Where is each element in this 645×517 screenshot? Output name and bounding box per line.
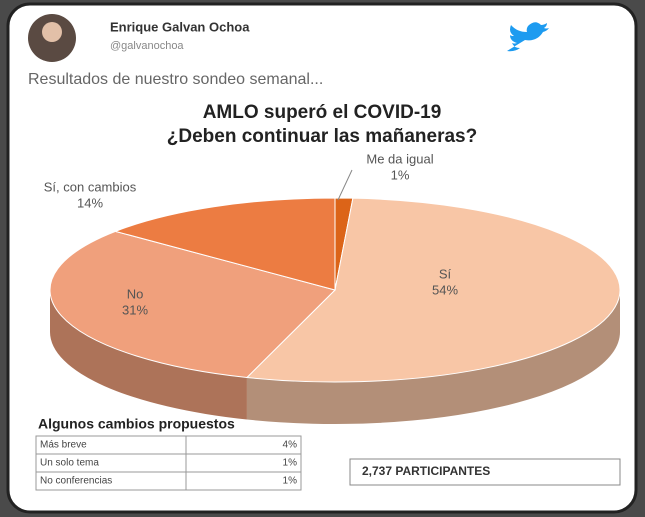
- leader-line: [337, 169, 353, 201]
- slice-label: Me da igual: [366, 151, 433, 166]
- slice-value-label: 1%: [391, 167, 410, 182]
- slice-value-label: 31%: [122, 302, 148, 317]
- participants: 2,737 PARTICIPANTES: [362, 464, 490, 478]
- slice-label: Sí: [439, 266, 452, 281]
- table-label: Un solo tema: [40, 458, 99, 469]
- table-label: Más breve: [40, 440, 87, 451]
- table-cell: [185, 471, 302, 491]
- chart-title: AMLO superó el COVID-19: [203, 102, 442, 123]
- chart-subtitle: ¿Deben continuar las mañaneras?: [167, 126, 477, 147]
- table-label: No conferencias: [40, 476, 112, 487]
- table-value: 1%: [283, 458, 298, 469]
- slice-side: [50, 290, 247, 420]
- participants-box: [349, 458, 621, 486]
- slice: [49, 230, 336, 379]
- slice-label: Sí, con cambios: [44, 179, 137, 194]
- table-title: Algunos cambios propuestos: [38, 416, 235, 432]
- slice-value-label: 14%: [77, 195, 103, 210]
- slice-side: [246, 290, 620, 424]
- twitter-logo: [507, 22, 549, 52]
- changes-table: Más breve 4% Un solo tema 1% No conferencias…: [35, 435, 302, 491]
- slice-value-label: 54%: [432, 282, 458, 297]
- author[interactable]: Enrique Galvan Ochoa: [110, 19, 250, 34]
- slice-label: No: [127, 286, 144, 301]
- slice: [245, 197, 621, 383]
- avatar-face: [42, 22, 62, 42]
- tweet-text: Resultados de nuestro sondeo semanal...: [28, 71, 323, 88]
- slice: [113, 197, 336, 291]
- table-value: 1%: [283, 476, 298, 487]
- handle[interactable]: @galvanochoa: [110, 40, 184, 52]
- table-value: 4%: [283, 440, 298, 451]
